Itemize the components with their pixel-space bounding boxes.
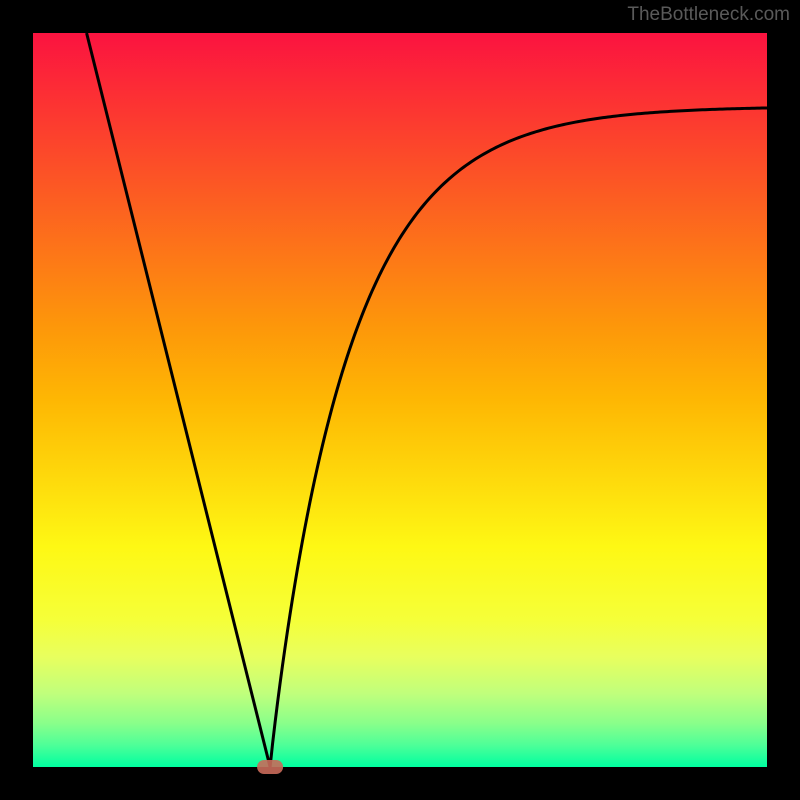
- chart-container: TheBottleneck.com: [0, 0, 800, 800]
- optimum-marker: [257, 760, 283, 774]
- chart-background: [33, 33, 767, 767]
- watermark-text: TheBottleneck.com: [627, 4, 790, 26]
- chart-svg: [0, 0, 800, 800]
